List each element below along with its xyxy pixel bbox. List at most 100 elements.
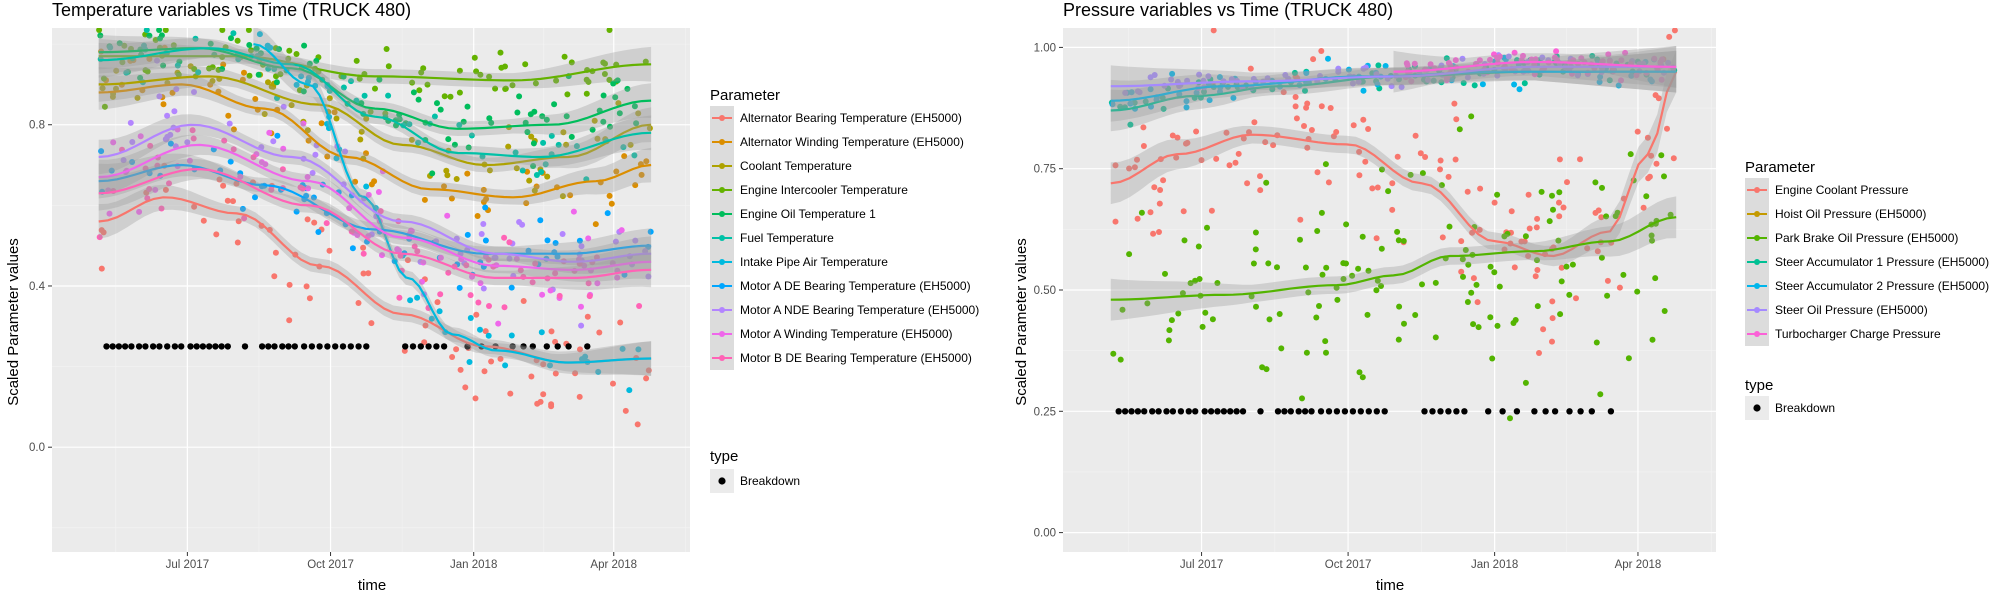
data-point [411, 243, 418, 250]
data-point [98, 265, 105, 272]
data-point [1322, 161, 1329, 168]
data-point [323, 220, 330, 227]
data-point [561, 53, 568, 60]
data-point [1511, 81, 1518, 88]
data-point [267, 44, 274, 51]
data-point [539, 291, 546, 298]
data-point [539, 113, 546, 120]
data-point [1655, 95, 1662, 102]
breakdown-point [425, 343, 432, 350]
breakdown-point [1577, 408, 1584, 415]
data-point [361, 92, 368, 99]
data-point [1394, 153, 1401, 160]
data-point [555, 141, 562, 148]
data-point [189, 127, 196, 134]
data-point [1156, 229, 1162, 235]
data-point [465, 144, 472, 151]
data-point [1411, 60, 1418, 67]
breakdown-point [212, 343, 219, 350]
breakdown-point [1499, 408, 1506, 415]
breakdown-point [1607, 408, 1615, 415]
data-point [119, 59, 126, 66]
data-point [589, 126, 596, 133]
legend-item-label: Motor A DE Bearing Temperature (EH5000) [740, 279, 971, 293]
data-point [1445, 173, 1452, 180]
data-point [1398, 84, 1405, 90]
data-point [1462, 247, 1469, 253]
data-point [594, 135, 601, 142]
data-point [1394, 228, 1401, 235]
data-point [1109, 101, 1116, 108]
breakdown-point [1177, 408, 1185, 415]
data-point [1477, 185, 1484, 192]
breakdown-point [520, 343, 527, 350]
data-point [475, 299, 482, 306]
data-point [473, 311, 480, 318]
data-point [1452, 57, 1459, 64]
temperature-legend: Alternator Bearing Temperature (EH5000) A… [710, 106, 979, 370]
type-legend-title-pressure: type [1745, 377, 1773, 394]
data-point [1549, 338, 1555, 345]
data-point [1330, 133, 1337, 140]
data-point [621, 153, 628, 160]
data-point [1599, 184, 1605, 191]
data-point [532, 80, 539, 87]
data-point [162, 186, 169, 193]
data-point [547, 362, 553, 369]
confidence-band [98, 38, 652, 167]
data-point [1175, 310, 1182, 317]
breakdown-point [164, 343, 171, 350]
data-point [632, 182, 639, 189]
data-point [552, 370, 559, 377]
data-point [136, 208, 143, 215]
data-point [1369, 185, 1376, 192]
data-point [1292, 94, 1299, 100]
data-point [1213, 155, 1220, 162]
data-point [230, 146, 237, 153]
data-point [363, 115, 370, 122]
data-point [377, 208, 384, 215]
data-point [1396, 303, 1403, 310]
breakdown-point [1134, 408, 1142, 415]
smooth-line [1110, 65, 1677, 88]
confidence-band [98, 66, 652, 173]
breakdown-point [291, 343, 298, 350]
data-point [502, 86, 509, 92]
data-point [1165, 337, 1172, 344]
data-point [415, 139, 422, 146]
data-point [326, 247, 333, 254]
legend-item-label: Alternator Winding Temperature (EH5000) [740, 135, 964, 149]
data-point [1508, 208, 1515, 215]
data-point [631, 152, 638, 159]
breakdown-legend-dot-temperature [718, 477, 726, 485]
data-point [481, 368, 488, 375]
data-point [1464, 188, 1471, 195]
y-tick-label: 0.8 [29, 120, 45, 132]
legend-key-dot [719, 307, 725, 313]
data-point [1112, 218, 1119, 225]
breakdown-point [1274, 408, 1282, 415]
data-point [1297, 236, 1303, 243]
data-point [1489, 355, 1496, 362]
data-point [1437, 166, 1443, 173]
data-point [230, 126, 237, 133]
data-point [538, 329, 545, 336]
data-point [606, 28, 613, 33]
data-point [514, 109, 521, 116]
x-axis-label-pressure: time [1376, 577, 1404, 594]
data-point [1496, 283, 1503, 290]
data-point [1634, 128, 1641, 135]
breakdown-point [1239, 408, 1247, 415]
data-point [160, 101, 167, 108]
data-point [1356, 369, 1363, 376]
data-point [1661, 173, 1667, 180]
data-point [101, 103, 108, 110]
data-point [273, 79, 280, 86]
data-point [358, 128, 365, 135]
y-tick-label: 1.00 [1034, 42, 1056, 54]
breakdown-point [1121, 408, 1129, 415]
data-point [456, 89, 463, 96]
data-point [255, 71, 262, 78]
data-point [1264, 75, 1271, 82]
data-point [638, 171, 645, 178]
